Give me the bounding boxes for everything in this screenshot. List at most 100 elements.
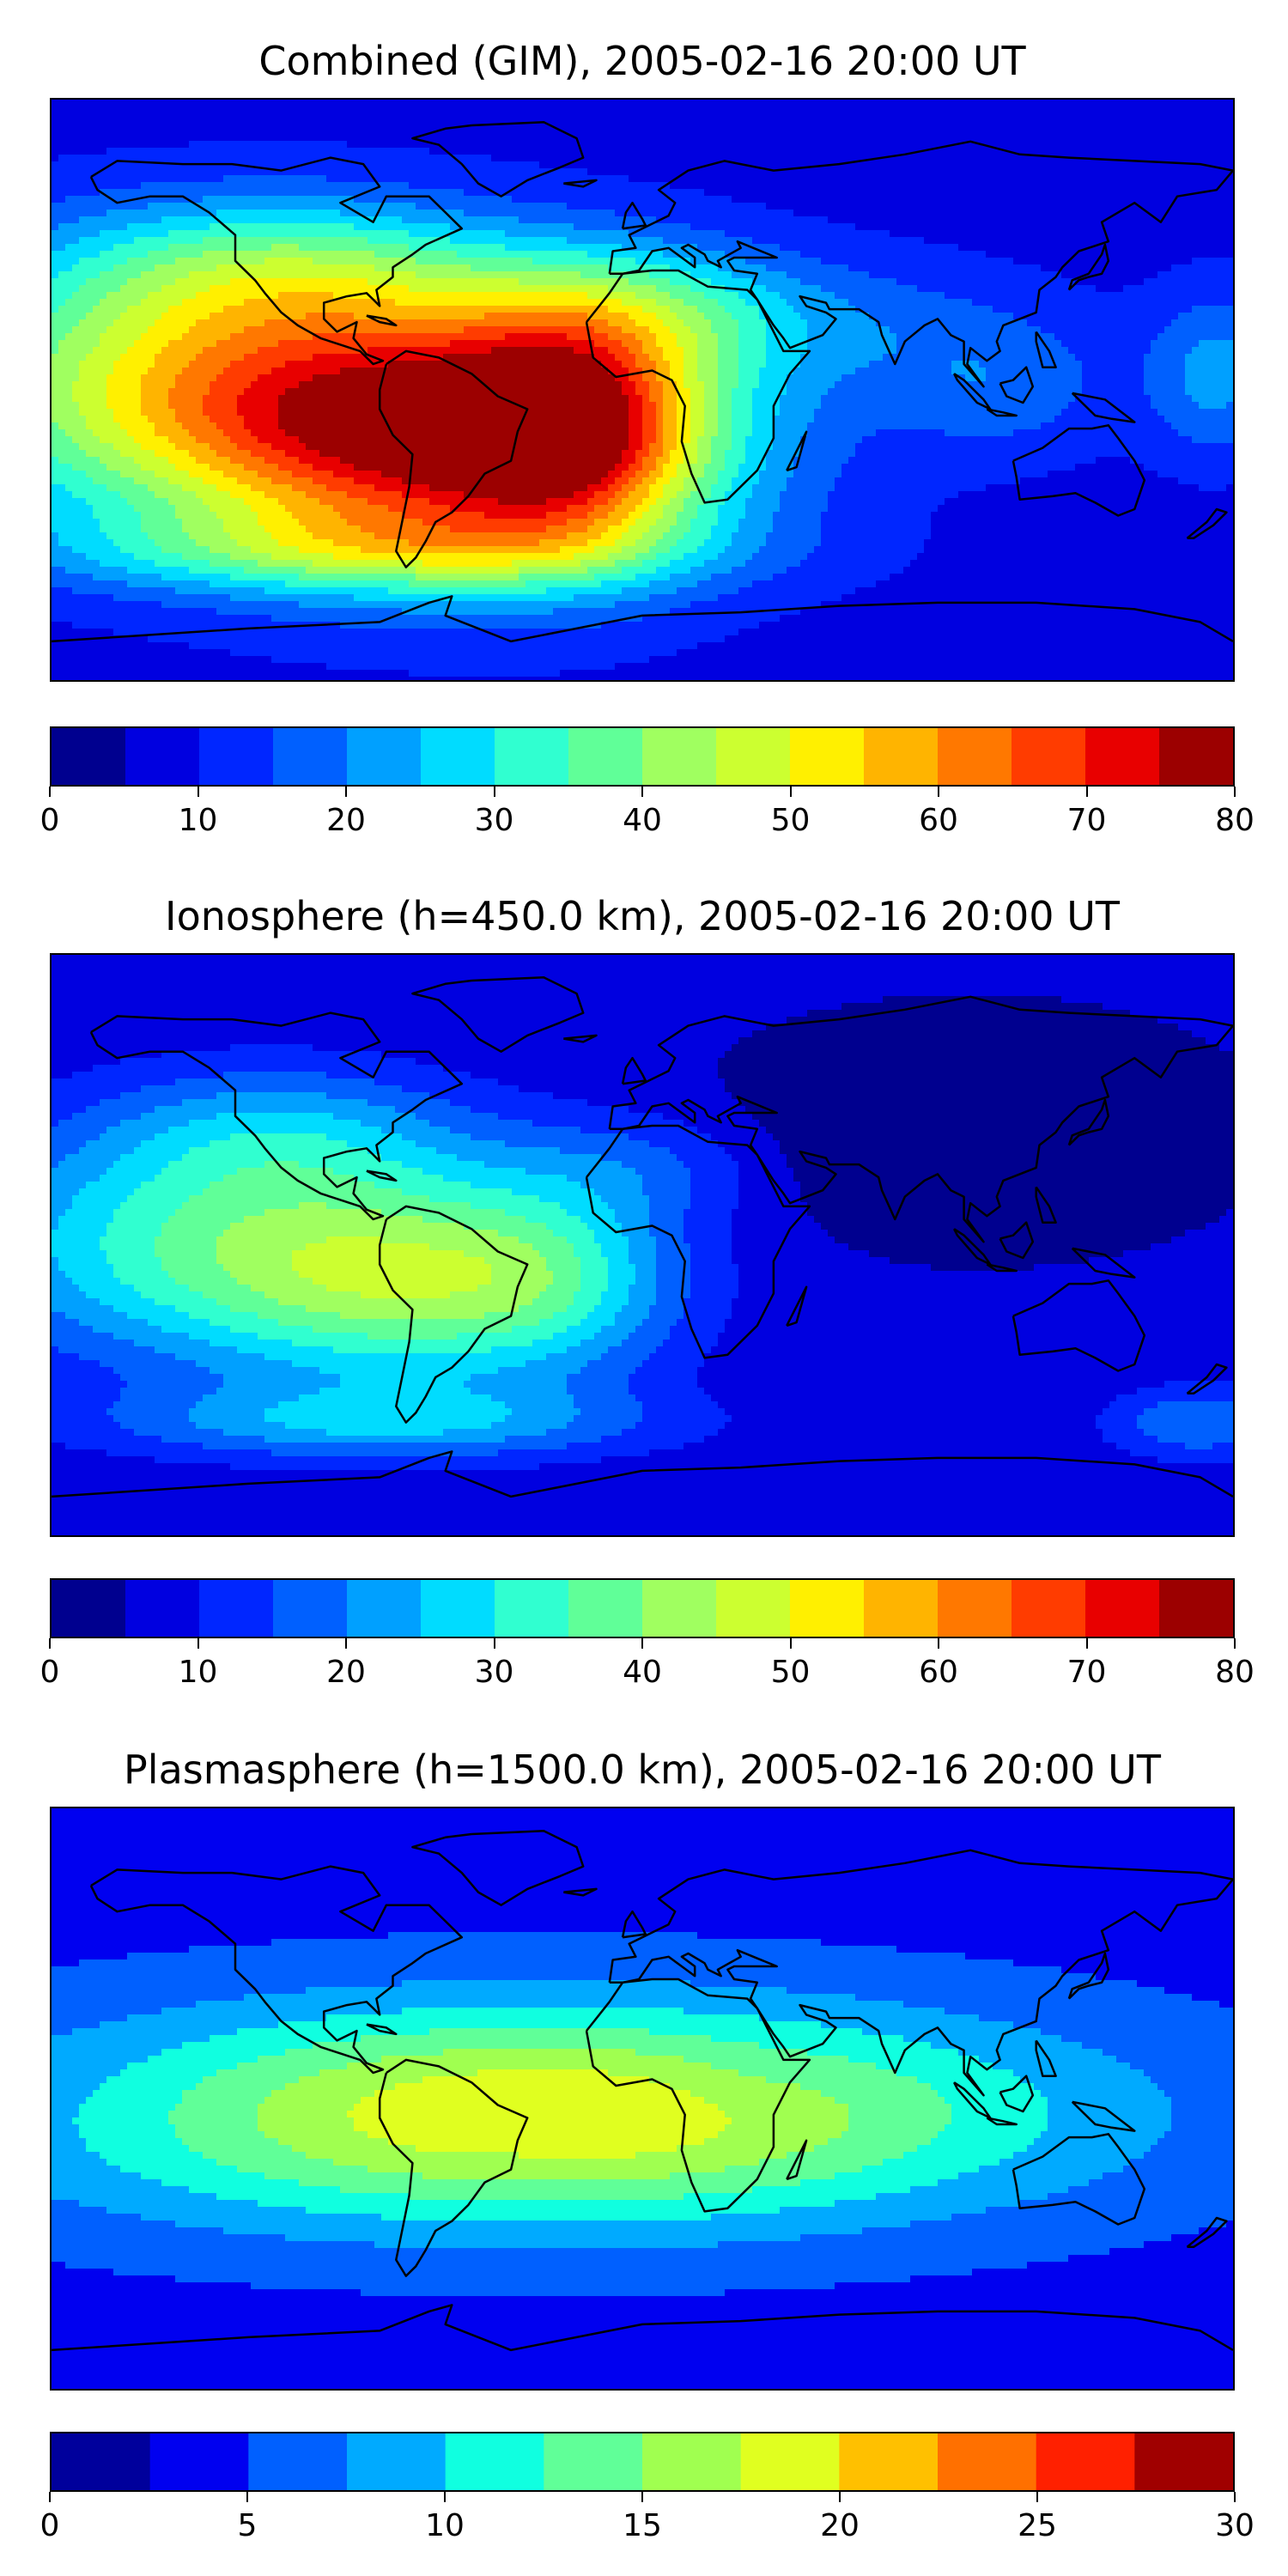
panel-3-colorbar [50, 2432, 1235, 2492]
colorbar-swatch [421, 728, 495, 785]
panel-2-colorbar-ticks: 0 10 20 30 40 50 60 70 80 [40, 1638, 1255, 1690]
colorbar-tick-label: 20 [326, 1656, 366, 1690]
colorbar-swatch [421, 1580, 495, 1637]
panel-3-contour [52, 1808, 1233, 2389]
coastline [411, 121, 585, 197]
colorbar-tick-label: 20 [326, 804, 366, 838]
coastline [608, 140, 1233, 388]
colorbar-swatch [248, 2433, 348, 2490]
colorbar-tick-mark [938, 787, 939, 797]
contour-cells [52, 100, 1233, 680]
coastline [563, 1034, 598, 1043]
panel-2-contour [52, 955, 1233, 1535]
colorbar-tick-label: 0 [40, 804, 60, 838]
colorbar-tick-label: 20 [820, 2509, 860, 2543]
colorbar-swatch [1159, 1580, 1233, 1637]
colorbar-tick-label: 0 [40, 1656, 60, 1690]
colorbar-swatch [1134, 2433, 1233, 2490]
coastline [378, 349, 529, 568]
coastline [608, 995, 1233, 1243]
colorbar-tick-mark [444, 2492, 446, 2502]
colorbar-tick-label: 30 [475, 804, 514, 838]
coastline [1035, 1186, 1057, 1224]
colorbar-swatch [839, 2433, 939, 2490]
colorbar-tick-label: 10 [179, 1656, 218, 1690]
colorbar-swatch [544, 2433, 643, 2490]
colorbar-tick-mark [789, 1638, 792, 1649]
coastline [786, 430, 808, 472]
colorbar-tick-label: 80 [1215, 1656, 1255, 1690]
colorbar-swatch [864, 1580, 939, 1637]
coastline [89, 1865, 464, 2075]
colorbar-tick-label: 60 [919, 804, 958, 838]
colorbar-tick-label: 40 [623, 804, 662, 838]
coastline [1071, 1247, 1136, 1279]
panel-2-colorbar-swatches [52, 1580, 1233, 1637]
coastline [608, 1849, 1233, 2097]
coastline [52, 595, 1233, 643]
colorbar-tick-mark [345, 1638, 347, 1649]
colorbar-tick-label: 10 [425, 2509, 465, 2543]
coastline [1071, 2100, 1136, 2132]
colorbar-tick-mark [641, 787, 643, 797]
panel-3-colorbar-swatches [52, 2433, 1233, 2490]
coastline [1035, 2039, 1057, 2077]
coastline [585, 269, 811, 504]
coastline [1012, 2133, 1146, 2226]
coastline [1071, 392, 1136, 423]
colorbar-swatch [52, 728, 126, 785]
colorbar-swatch [864, 728, 939, 785]
colorbar-tick-label: 40 [623, 1656, 662, 1690]
colorbar-tick-label: 5 [238, 2509, 258, 2543]
colorbar-tick-mark [197, 1638, 199, 1649]
panel-3-colorbar-ticks: 0 5 10 15 20 25 30 [40, 2492, 1255, 2543]
colorbar-swatch [1085, 728, 1160, 785]
panel-1-colorbar-swatches [52, 728, 1233, 785]
colorbar-tick-mark [493, 1638, 495, 1649]
coastline [52, 1450, 1233, 1498]
colorbar-tick-label: 50 [771, 1656, 811, 1690]
colorbar-swatch [1036, 2433, 1135, 2490]
colorbar-swatch [273, 728, 348, 785]
coastline [1035, 331, 1057, 368]
colorbar-tick-mark [49, 787, 51, 797]
colorbar-tick-mark [1036, 2492, 1038, 2502]
colorbar-swatch [642, 1580, 717, 1637]
coastline [1067, 243, 1110, 291]
colorbar-tick-mark [1085, 1638, 1088, 1649]
colorbar-swatch [52, 1580, 126, 1637]
colorbar-swatch [273, 1580, 348, 1637]
colorbar-swatch [347, 2433, 447, 2490]
colorbar-swatch [1159, 728, 1233, 785]
colorbar-swatch [716, 1580, 791, 1637]
panel-2-title: Ionosphere (h=450.0 km), 2005-02-16 20:0… [50, 895, 1235, 938]
coastline [621, 1056, 647, 1085]
colorbar-swatch [199, 1580, 274, 1637]
coastline [999, 2075, 1035, 2113]
colorbar-swatch [445, 2433, 544, 2490]
colorbar-tick-label: 70 [1067, 1656, 1107, 1690]
colorbar-swatch [52, 2433, 151, 2490]
coastline [585, 1978, 811, 2213]
colorbar-tick-mark [197, 787, 199, 797]
coastline [986, 2117, 1018, 2126]
colorbar-tick-mark [49, 1638, 51, 1649]
colorbar-swatch [199, 728, 274, 785]
colorbar-tick-mark [641, 1638, 643, 1649]
colorbar-swatch [1012, 1580, 1086, 1637]
colorbar-tick-mark [789, 787, 792, 797]
colorbar-swatch [938, 728, 1012, 785]
colorbar-tick-mark [839, 2492, 841, 2502]
coastline [366, 2023, 398, 2036]
coastlines [52, 1830, 1233, 2352]
coastline [999, 1221, 1035, 1260]
coastline [1186, 507, 1228, 540]
colorbar-swatch [642, 728, 717, 785]
colorbar-tick-label: 15 [623, 2509, 662, 2543]
coastline [366, 314, 398, 327]
panel-1-map [50, 98, 1235, 682]
coastline [986, 408, 1018, 417]
colorbar-tick-label: 60 [919, 1656, 958, 1690]
colorbar-tick-label: 25 [1018, 2509, 1057, 2543]
panel-1-title: Combined (GIM), 2005-02-16 20:00 UT [50, 39, 1235, 82]
